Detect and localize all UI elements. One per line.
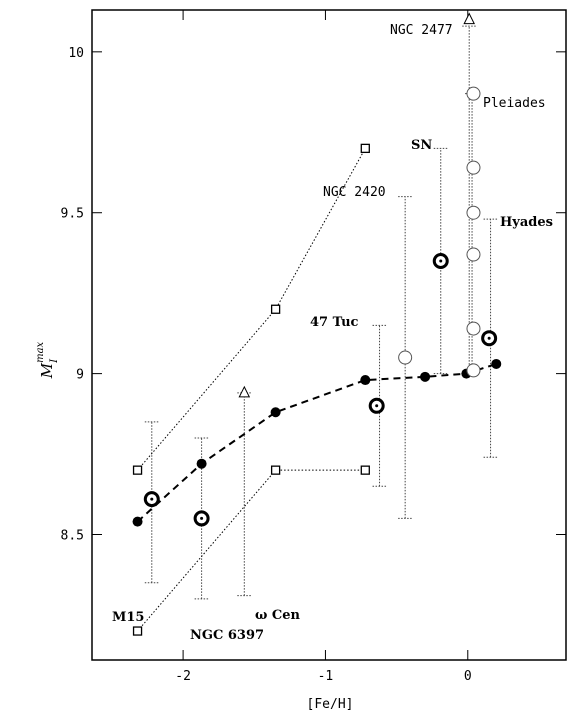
annotation: NGC 2420 [323, 185, 386, 200]
y-tick-label: 9 [76, 368, 84, 383]
y-axis-label: MImax [35, 341, 60, 379]
square [360, 465, 370, 475]
square [270, 465, 281, 475]
open-point [398, 350, 413, 365]
dashed-line [136, 363, 497, 523]
open-point [466, 363, 481, 378]
annotation: Hyades [500, 215, 553, 230]
y-tick-label: 8.5 [61, 529, 84, 544]
y-label-sub: I [49, 358, 60, 364]
annotation: M15 [112, 610, 144, 625]
y-label-sup: max [35, 341, 46, 362]
annotation: NGC 2477 [390, 23, 453, 38]
square [270, 304, 281, 314]
cluster-dot [200, 516, 204, 520]
filled-point [491, 358, 502, 369]
annotation: 47 Tuc [310, 315, 359, 330]
annotation: SN [411, 138, 432, 153]
x-tick-label: -2 [175, 669, 191, 684]
square [132, 626, 143, 636]
annotation: NGC 6397 [190, 628, 264, 643]
annotation: ω Cen [255, 608, 301, 623]
square [132, 465, 143, 475]
plot-frame [91, 9, 567, 661]
open-point [466, 86, 481, 101]
y-tick-label: 10 [68, 46, 84, 61]
dotted-line [137, 469, 366, 632]
dotted-line [137, 148, 366, 471]
filled-point [132, 516, 143, 527]
open-point [466, 247, 481, 262]
square [360, 143, 370, 154]
triangle [463, 12, 476, 25]
y-tick-label: 9.5 [61, 207, 84, 222]
filled-point [420, 371, 431, 382]
cluster-dot [487, 336, 491, 340]
x-tick-label: -1 [318, 669, 334, 684]
x-axis-label: [Fe/H] [307, 697, 354, 712]
cluster-dot [150, 497, 154, 501]
open-point [466, 321, 481, 336]
cluster-dot [439, 259, 443, 263]
filled-point [360, 375, 371, 386]
open-point [466, 160, 481, 175]
annotation: Pleiades [483, 96, 546, 111]
x-tick-label: 0 [464, 669, 472, 684]
cluster-dot [375, 404, 379, 408]
filled-point [196, 458, 207, 469]
triangle [238, 385, 251, 398]
open-point [466, 205, 481, 220]
y-label-main: M [38, 362, 56, 379]
filled-point [270, 407, 281, 418]
